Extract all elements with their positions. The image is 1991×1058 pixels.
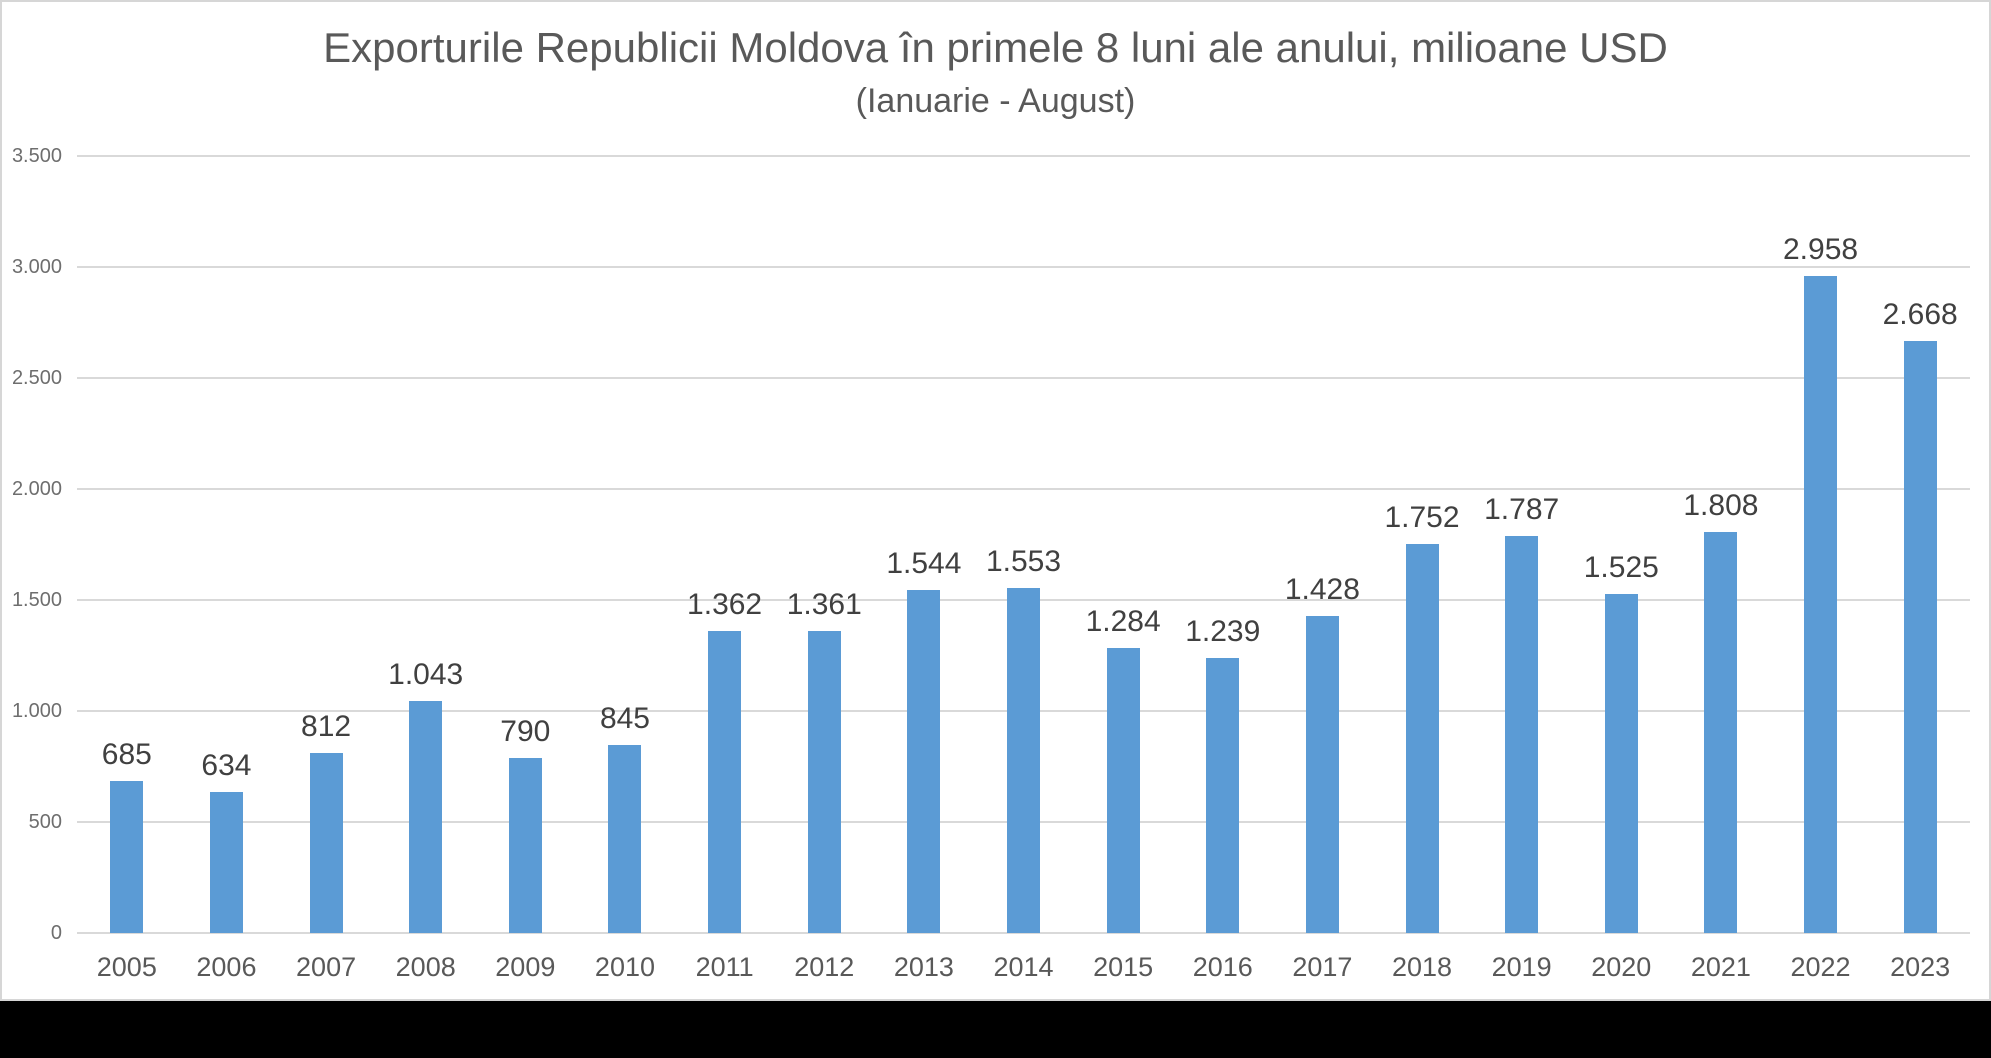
chart-title: Exporturile Republicii Moldova în primel… xyxy=(323,24,1668,71)
plot-area: 0 500 1.000 1.500 2.000 2.500 3.000 3.500 685 200… xyxy=(2,2,1989,999)
bar-value-label: 685 xyxy=(101,737,152,771)
bar-2009 xyxy=(508,757,542,933)
bottom-black-band xyxy=(0,1001,1991,1058)
bar-value-label: 1.239 xyxy=(1185,614,1261,648)
x-axis-label: 2009 xyxy=(495,952,556,982)
y-axis-label: 3.000 xyxy=(11,256,62,278)
x-axis-label: 2018 xyxy=(1391,952,1453,982)
bar-2010 xyxy=(608,745,642,933)
x-axis-label: 2021 xyxy=(1690,952,1751,982)
bar-value-label: 812 xyxy=(301,709,352,743)
y-axis-label: 1.500 xyxy=(11,589,62,611)
x-axis-label: 2020 xyxy=(1591,952,1652,982)
gridline-3.000 xyxy=(77,266,1970,268)
bar-2011 xyxy=(708,630,742,933)
bar-2008 xyxy=(409,701,443,933)
x-axis-label: 2019 xyxy=(1491,952,1552,982)
x-axis-label: 2010 xyxy=(594,952,655,982)
bar-2018 xyxy=(1405,544,1439,933)
bar-2021 xyxy=(1704,531,1738,933)
y-axis-label: 2.500 xyxy=(11,367,62,389)
bar-2007 xyxy=(309,752,343,933)
x-axis-label: 2007 xyxy=(296,952,357,982)
bar-2015 xyxy=(1106,647,1140,933)
bar-2022 xyxy=(1804,276,1838,933)
bar-2023 xyxy=(1903,340,1937,933)
x-axis-label: 2023 xyxy=(1890,952,1951,982)
x-axis-label: 2011 xyxy=(695,952,754,982)
y-axis-label: 3.500 xyxy=(11,145,62,167)
chart-subtitle: (Ianuarie - August) xyxy=(855,82,1136,120)
bar-value-label: 1.043 xyxy=(388,658,464,692)
x-axis-label: 2008 xyxy=(395,952,456,982)
bar-value-label: 2.668 xyxy=(1882,297,1958,331)
bar-value-label: 845 xyxy=(599,702,650,736)
bar-2020 xyxy=(1604,594,1638,933)
bar-value-label: 1.525 xyxy=(1583,551,1659,585)
x-axis-label: 2006 xyxy=(196,952,257,982)
bar-2012 xyxy=(807,630,841,933)
x-axis-label: 2005 xyxy=(96,952,157,982)
bar-2013 xyxy=(907,590,941,933)
bar-value-label: 1.544 xyxy=(886,547,962,581)
y-axis-label: 2.000 xyxy=(11,478,62,500)
bar-value-label: 1.752 xyxy=(1384,501,1460,535)
bar-value-label: 1.808 xyxy=(1683,488,1759,522)
bar-2016 xyxy=(1206,657,1240,933)
bar-value-label: 1.362 xyxy=(687,587,763,621)
gridline-2.000 xyxy=(77,488,1970,490)
y-axis-label: 500 xyxy=(28,811,62,833)
bar-value-label: 2.958 xyxy=(1783,233,1859,267)
bar-value-label: 1.553 xyxy=(985,545,1062,579)
x-axis-label: 2022 xyxy=(1790,952,1851,982)
x-axis-label: 2013 xyxy=(893,952,954,982)
y-axis-label: 0 xyxy=(50,922,62,944)
bar-value-label: 1.361 xyxy=(786,587,862,621)
bar-2014 xyxy=(1007,588,1040,933)
bar-value-label: 1.787 xyxy=(1484,493,1560,527)
gridline-2.500 xyxy=(77,377,1970,379)
bar-2019 xyxy=(1505,536,1539,933)
bar-value-label: 1.428 xyxy=(1284,572,1360,606)
x-axis-label: 2014 xyxy=(993,952,1054,982)
x-axis-label: 2016 xyxy=(1192,952,1253,982)
x-axis-label: 2015 xyxy=(1093,952,1154,982)
bar-value-label: 1.284 xyxy=(1085,604,1161,638)
gridline-3.500 xyxy=(77,155,1970,157)
bar-2006 xyxy=(209,792,243,933)
x-axis-label: 2017 xyxy=(1292,952,1353,982)
bar-2017 xyxy=(1305,615,1339,933)
bar-value-label: 790 xyxy=(500,714,551,748)
y-axis-label: 1.000 xyxy=(11,700,62,722)
bar-value-label: 634 xyxy=(201,749,252,783)
slide: Exporturile Republicii Moldova în primel… xyxy=(0,0,1991,1001)
bar-2005 xyxy=(110,780,144,933)
gridline-0 xyxy=(77,932,1970,934)
x-axis-label: 2012 xyxy=(794,952,855,982)
